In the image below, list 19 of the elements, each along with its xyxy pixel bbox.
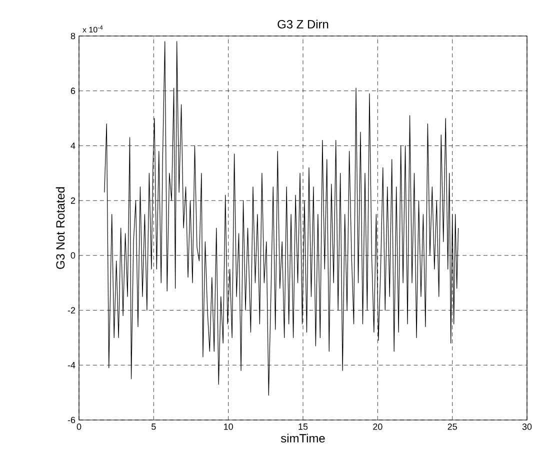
x-axis-title: simTime [280, 434, 325, 442]
x-tick-label: 15 [298, 424, 308, 430]
y-tick-label: 2 [70, 197, 76, 204]
x-tick-label: 20 [373, 424, 382, 430]
y-tick-label: 0 [70, 252, 76, 259]
y-tick-label: 6 [70, 88, 76, 94]
y-tick-label: -2 [68, 307, 76, 314]
line-series [104, 41, 459, 396]
x-tick-label: 30 [522, 424, 532, 430]
x-tick-label: 0 [76, 424, 82, 430]
x-tick-label: 5 [152, 424, 156, 430]
y-tick-label: 4 [70, 142, 76, 149]
x-tick-label: 25 [448, 424, 457, 430]
x-tick-label: 10 [224, 424, 233, 430]
y-axis-title: G3 Not Rotated [56, 187, 65, 269]
y-tick-label: -4 [68, 362, 76, 368]
chart-title: G3 Z Dirn [278, 20, 328, 28]
y-tick-label: 8 [70, 32, 76, 40]
y-tick-label: -6 [68, 416, 76, 424]
